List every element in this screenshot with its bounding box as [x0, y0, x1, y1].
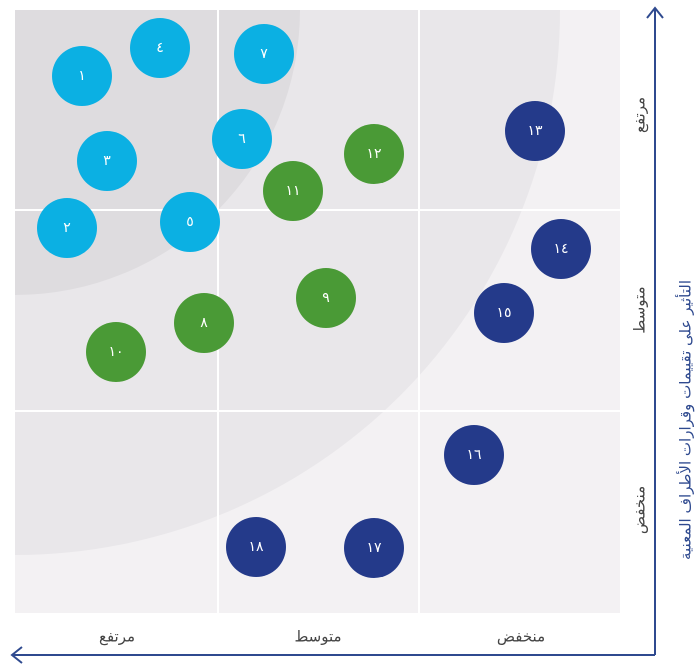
y-label: متوسط — [631, 286, 649, 333]
topic-bubble — [296, 268, 356, 328]
x-label: متوسط — [294, 628, 341, 646]
topic-number: ٤ — [156, 40, 164, 56]
topic-bubble — [226, 517, 286, 577]
topic-bubble — [344, 518, 404, 578]
topic-number: ١٧ — [366, 540, 382, 556]
topic-bubble — [263, 161, 323, 221]
axes — [10, 6, 664, 664]
topic-number: ٦ — [238, 131, 246, 147]
x-label: مرتفع — [99, 628, 135, 646]
topic-number: ٩ — [322, 290, 330, 306]
topic-bubble — [531, 219, 591, 279]
topic-bubble — [130, 18, 190, 78]
topic-number: ١٦ — [466, 447, 481, 463]
topic-bubble — [505, 101, 565, 161]
topic-number: ٥ — [186, 214, 194, 230]
topic-number: ٨ — [200, 315, 208, 331]
topic-number: ١٥ — [496, 305, 511, 321]
topic-number: ١١ — [285, 183, 300, 199]
topic-number: ١٣ — [527, 123, 543, 139]
topic-bubble — [52, 46, 112, 106]
topic-bubble — [86, 322, 146, 382]
y-label: مرتفع — [631, 97, 649, 133]
topic-bubble — [77, 131, 137, 191]
topic-number: ١٢ — [366, 146, 381, 162]
topic-bubble — [212, 109, 272, 169]
topic-number: ١٨ — [248, 539, 264, 555]
y-axis-title: التأثير على تقييمات وقرارات الأطراف المع… — [675, 280, 695, 560]
topic-number: ٧ — [260, 46, 268, 62]
topic-bubble — [474, 283, 534, 343]
topic-bubble — [444, 425, 504, 485]
topic-bubble — [234, 24, 294, 84]
topic-bubble — [174, 293, 234, 353]
topic-number: ٣ — [103, 153, 111, 169]
topic-bubble — [37, 198, 97, 258]
topic-number: ١٠ — [108, 344, 123, 360]
topic-number: ١٤ — [553, 241, 568, 257]
x-label: منخفض — [497, 628, 545, 646]
topic-bubble — [344, 124, 404, 184]
topic-bubble — [160, 192, 220, 252]
topic-number: ٢ — [63, 220, 71, 236]
y-label: منخفض — [631, 486, 649, 534]
topic-number: ١ — [78, 68, 86, 84]
